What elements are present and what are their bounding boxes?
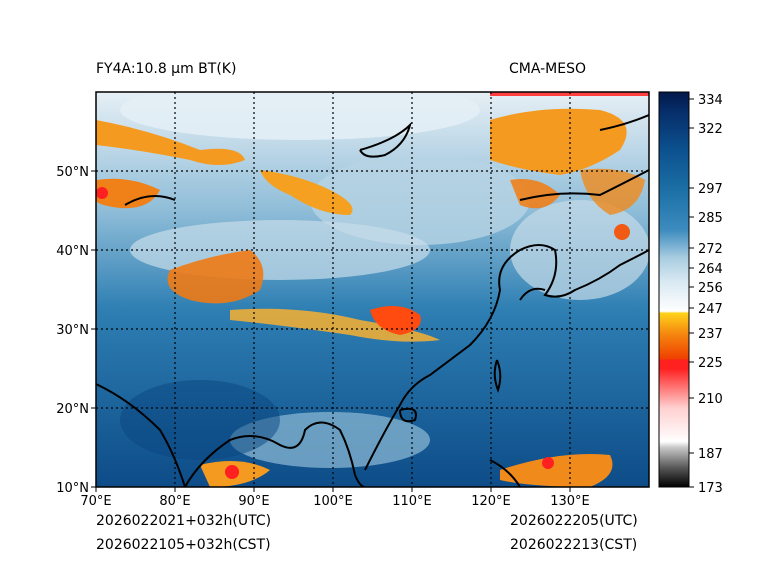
model-name: CMA-MESO (509, 61, 587, 77)
colorbar-tick-label: 210 (698, 392, 723, 407)
map-frame (95, 91, 650, 488)
lon-tick-label: 100°E (313, 494, 353, 509)
colorbar-tick-label: 285 (698, 211, 723, 226)
lon-tick-label: 70°E (80, 494, 111, 509)
coastlines (96, 114, 649, 487)
colorbar-tick-label: 264 (698, 262, 723, 277)
colorbar-tick-label: 256 (698, 281, 723, 296)
lat-tick-label: 10°N (56, 481, 89, 496)
init-time-cst: 2026022105+032h(CST) (96, 537, 271, 553)
colorbar-gradient (658, 91, 690, 488)
valid-time-utc: 2026022205(UTC) (510, 513, 638, 529)
colorbar-tick-label: 225 (698, 356, 723, 371)
lat-tick-label: 40°N (56, 244, 89, 259)
colorbar-tick-label: 247 (698, 302, 723, 317)
lon-tick-label: 110°E (392, 494, 432, 509)
lon-tick-label: 90°E (238, 494, 269, 509)
lon-tick-label: 80°E (159, 494, 190, 509)
lat-tick-label: 30°N (56, 323, 89, 338)
init-time-utc: 2026022021+032h(UTC) (96, 513, 272, 529)
graticule (96, 92, 649, 487)
colorbar-tick-label: 334 (698, 93, 723, 108)
colorbar-tick-label: 173 (698, 481, 723, 496)
chart-title: FY4A:10.8 μm BT(K) (96, 61, 237, 77)
colorbar-tick-label: 237 (698, 327, 723, 342)
colorbar-tick-label: 297 (698, 182, 723, 197)
lon-tick-label: 130°E (550, 494, 590, 509)
valid-time-cst: 2026022213(CST) (510, 537, 638, 553)
lon-tick-label: 120°E (471, 494, 511, 509)
lat-tick-label: 20°N (56, 402, 89, 417)
lat-tick-label: 50°N (56, 165, 89, 180)
colorbar-tick-label: 322 (698, 122, 723, 137)
colorbar-tick-label: 272 (698, 242, 723, 257)
colorbar-tick-label: 187 (698, 447, 723, 462)
